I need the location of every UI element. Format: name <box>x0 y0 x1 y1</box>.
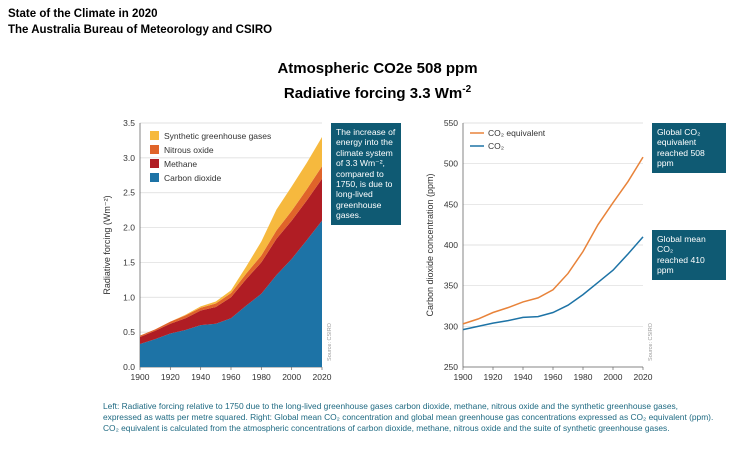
forcing-x-tick-label: 2000 <box>282 372 301 382</box>
forcing-y-tick-label: 0.5 <box>123 327 135 337</box>
right-callout-co2-line: reached 410 ppm <box>657 254 705 276</box>
forcing-y-tick-label: 3.0 <box>123 153 135 163</box>
co2-x-tick-label: 2020 <box>634 372 653 382</box>
co2-y-tick-label: 450 <box>444 199 458 209</box>
area-carbon-dioxide <box>140 220 322 367</box>
right-callout-co2-line: Global mean CO₂ <box>657 234 706 255</box>
forcing-source-label: Source: CSIRO <box>327 322 333 361</box>
left-callout-line: energy into the <box>336 137 393 148</box>
right-callout-co2e-line: Global CO₂ <box>657 127 701 137</box>
line-co2-equivalent <box>462 156 644 325</box>
forcing-y-tick-label: 3.5 <box>123 118 135 128</box>
left-callout-line: long-lived <box>336 189 373 200</box>
header-line-2: The Australia Bureau of Meteorology and … <box>8 24 273 36</box>
main-title-line-2: Radiative forcing 3.3 Wm-2 <box>0 80 755 104</box>
forcing-y-tick-label: 1.5 <box>123 257 135 267</box>
co2-y-axis-label: Carbon dioxide concentration (ppm) <box>425 173 435 316</box>
forcing-y-tick-label: 2.5 <box>123 188 135 198</box>
legend-swatch <box>150 145 159 154</box>
legend-label: Carbon dioxide <box>164 173 221 183</box>
forcing-y-tick-label: 2.0 <box>123 223 135 233</box>
left-callout-line: of 3.3 Wm⁻², <box>336 158 385 169</box>
main-title-line-1: Atmospheric CO2e 508 ppm <box>277 60 478 77</box>
co2-y-tick-label: 400 <box>444 240 458 250</box>
legend-label: CO₂ <box>488 141 504 151</box>
co2-x-tick-label: 1920 <box>484 372 503 382</box>
forcing-x-tick-label: 1940 <box>191 372 210 382</box>
figure-caption: Left: Radiative forcing relative to 1750… <box>103 401 714 433</box>
co2-x-tick-label: 2000 <box>604 372 623 382</box>
legend-swatch <box>150 173 159 182</box>
left-callout: The increase of energy into the climate sy… <box>331 123 401 225</box>
legend-swatch <box>150 159 159 168</box>
forcing-x-tick-label: 1980 <box>252 372 271 382</box>
forcing-y-tick-label: 0.0 <box>123 362 135 372</box>
forcing-x-tick-label: 2020 <box>313 372 332 382</box>
left-callout-line: greenhouse <box>336 199 382 210</box>
left-callout-line: The increase of <box>336 127 396 137</box>
left-callout-line: compared to <box>336 168 384 179</box>
co2-y-tick-label: 350 <box>444 281 458 291</box>
main-title-line-2-sup: -2 <box>462 84 472 95</box>
legend-label: Methane <box>164 159 197 169</box>
right-callout-co2e-line: equivalent <box>657 137 697 148</box>
co2-y-tick-label: 250 <box>444 362 458 372</box>
left-callout-line: gases. <box>336 210 362 221</box>
co2-x-tick-label: 1960 <box>544 372 563 382</box>
legend-label: Nitrous oxide <box>164 145 214 155</box>
left-callout-line: 1750, is due to <box>336 179 393 190</box>
co2-y-tick-label: 300 <box>444 321 458 331</box>
line-co2 <box>462 236 644 331</box>
co2-x-tick-label: 1980 <box>574 372 593 382</box>
main-title-line-2-text: Radiative forcing 3.3 Wm <box>283 85 463 102</box>
co2-x-tick-label: 1940 <box>514 372 533 382</box>
right-callout-co2: Global mean CO₂ reached 410 ppm <box>652 230 726 280</box>
right-callout-co2e: Global CO₂ equivalent reached 508 ppm <box>652 123 726 173</box>
co2-source-label: Source: CSIRO <box>648 322 654 361</box>
co2-y-tick-label: 550 <box>444 118 458 128</box>
right-callout-co2e-line: reached 508 ppm <box>657 147 705 169</box>
header-line-1: State of the Climate in 2020 <box>8 8 158 20</box>
legend-label: Synthetic greenhouse gases <box>164 131 271 141</box>
left-callout-line: climate system <box>336 147 393 158</box>
forcing-y-axis-label: Radiative forcing (Wm⁻²) <box>102 195 112 294</box>
forcing-x-tick-label: 1960 <box>222 372 241 382</box>
legend-label: CO₂ equivalent <box>488 128 546 138</box>
legend-swatch <box>150 131 159 140</box>
forcing-x-tick-label: 1900 <box>131 372 150 382</box>
area-methane <box>140 178 322 344</box>
forcing-y-tick-label: 1.0 <box>123 292 135 302</box>
forcing-x-tick-label: 1920 <box>161 372 180 382</box>
co2-y-tick-label: 500 <box>444 159 458 169</box>
co2-x-tick-label: 1900 <box>454 372 473 382</box>
